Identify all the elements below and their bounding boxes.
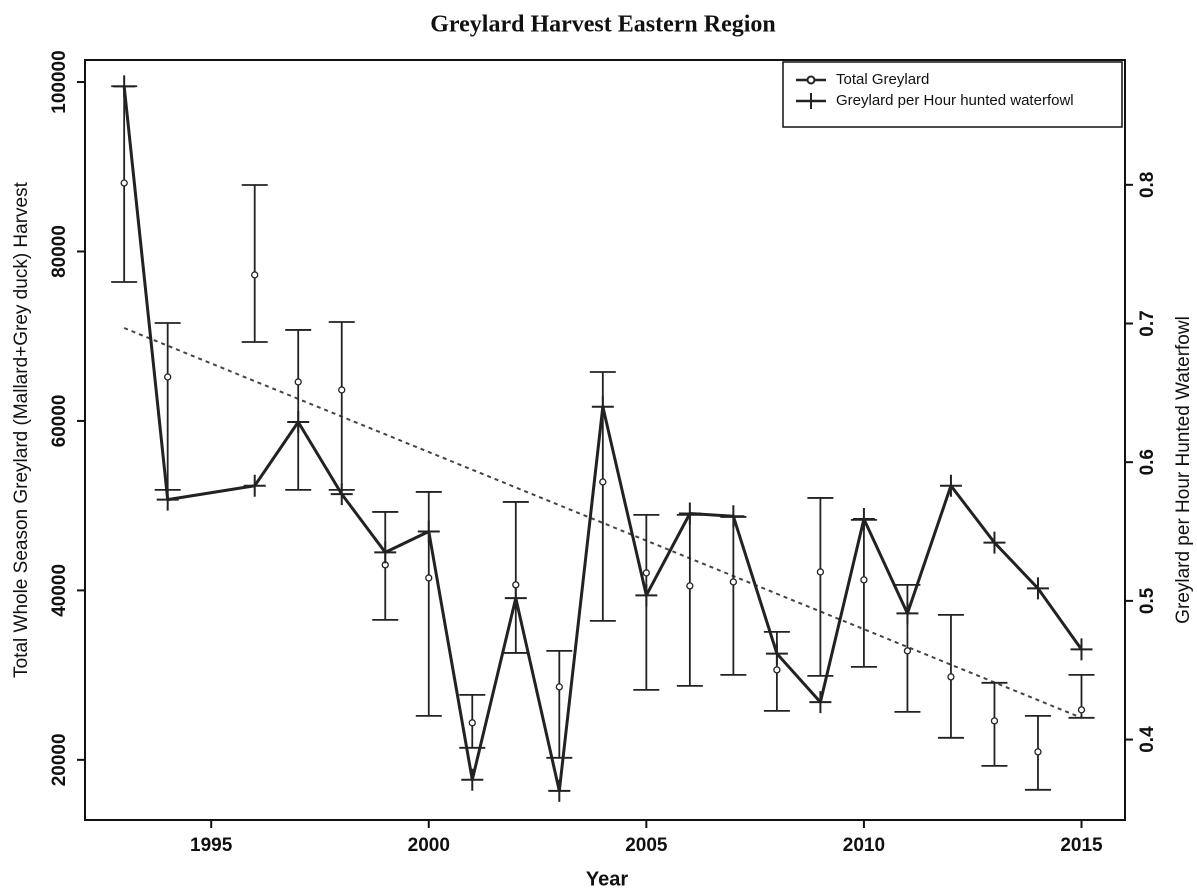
chart-title: Greylard Harvest Eastern Region — [430, 12, 776, 38]
y2-tick-label: 0.6 — [1137, 449, 1158, 475]
plus-marker — [461, 768, 484, 791]
circle-marker — [773, 666, 781, 674]
y-axis-label: Total Whole Season Greylard (Mallard+Gre… — [11, 181, 32, 677]
plus-marker — [113, 75, 136, 98]
x-tick-label: 1995 — [190, 835, 233, 856]
circle-marker — [642, 569, 650, 577]
plus-marker — [1026, 577, 1049, 600]
plus-marker — [548, 779, 571, 802]
plus-marker — [374, 541, 397, 564]
plus-marker — [1070, 638, 1093, 661]
circle-marker — [903, 647, 912, 655]
circle-marker — [686, 582, 694, 590]
plus-marker — [635, 584, 658, 607]
circle-marker — [251, 271, 259, 279]
circle-marker — [816, 568, 825, 576]
circle-marker — [294, 378, 302, 386]
y-tick-label: 100000 — [49, 50, 70, 113]
plus-marker — [939, 474, 962, 497]
circle-marker — [729, 578, 738, 586]
y-tick-label: 80000 — [49, 225, 70, 278]
plus-marker — [591, 395, 614, 418]
circle-marker — [555, 683, 563, 691]
y2-tick-label: 0.8 — [1137, 172, 1158, 198]
plus-marker — [722, 505, 745, 528]
plus-marker — [983, 531, 1006, 554]
x-tick-label: 2000 — [408, 835, 450, 856]
circle-marker — [120, 179, 128, 187]
x-tick-label: 2005 — [625, 835, 668, 856]
series-line — [122, 86, 1083, 793]
circle-marker — [164, 373, 172, 381]
circle-marker — [425, 574, 433, 582]
circle-marker — [990, 717, 999, 725]
plot-frame — [84, 59, 1126, 821]
legend-label: Total Greylard — [836, 71, 929, 88]
y2-tick-label: 0.4 — [1137, 726, 1158, 753]
circle-marker — [947, 673, 955, 681]
circle-marker — [512, 581, 520, 589]
y-tick-label: 60000 — [49, 395, 70, 448]
legend-label: Greylard per Hour hunted waterfowl — [836, 92, 1074, 109]
circle-marker — [468, 719, 476, 727]
plus-marker — [243, 474, 266, 497]
y2-tick-label: 0.7 — [1137, 310, 1158, 336]
legend-box — [782, 61, 1123, 128]
y-tick-label: 20000 — [49, 733, 70, 786]
plus-marker — [809, 691, 832, 714]
plus-marker — [896, 602, 919, 625]
y-tick-label: 40000 — [49, 564, 70, 617]
y2-axis-label: Greylard per Hour Hunted Waterfowl — [1173, 316, 1194, 624]
circle-marker — [599, 478, 607, 486]
legend: Total Greylard Greylard per Hour hunted w… — [782, 61, 1123, 128]
legend-marker — [806, 75, 816, 85]
x-tick-label: 2010 — [843, 835, 885, 856]
plus-marker — [678, 502, 701, 525]
plus-marker — [852, 508, 875, 531]
circle-marker — [1034, 748, 1042, 756]
plus-marker — [417, 520, 440, 543]
x-tick-label: 2015 — [1060, 835, 1103, 856]
y2-tick-label: 0.5 — [1137, 587, 1158, 614]
plus-marker — [504, 587, 527, 610]
plus-marker — [330, 483, 353, 506]
circle-marker — [860, 576, 868, 584]
plus-marker — [156, 488, 179, 511]
plus-marker — [765, 642, 788, 665]
x-axis-label: Year — [586, 868, 628, 890]
circle-marker — [1077, 706, 1086, 714]
circle-marker — [338, 386, 346, 394]
plus-marker — [287, 410, 310, 433]
